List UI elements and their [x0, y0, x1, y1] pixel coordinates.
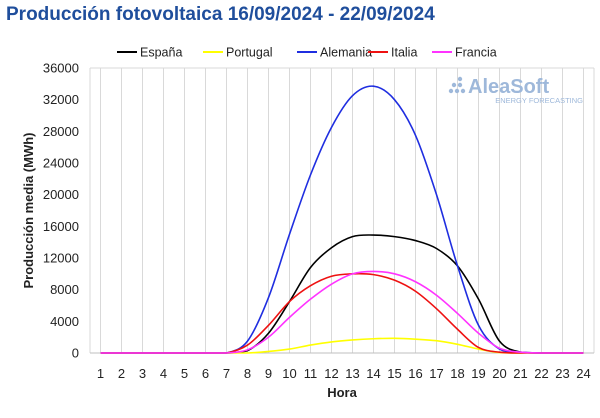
watermark-brand: AleaSoft: [468, 76, 549, 98]
x-tick-label: 21: [513, 366, 527, 381]
y-tick-label: 36000: [43, 61, 79, 76]
y-tick-label: 16000: [43, 219, 79, 234]
gridlines: [89, 67, 595, 353]
x-tick-label: 2: [118, 366, 125, 381]
x-tick-label: 18: [450, 366, 464, 381]
aleasoft-logo-icon: [448, 76, 466, 94]
x-tick-label: 1: [97, 366, 104, 381]
legend: España Portugal Alemania Italia Francia: [117, 46, 497, 60]
x-tick-label: 23: [555, 366, 569, 381]
x-tick-label: 15: [387, 366, 401, 381]
y-axis-title: Producción media (MWh): [21, 133, 36, 289]
x-tick-label: 9: [265, 366, 272, 381]
x-tick-label: 13: [345, 366, 359, 381]
x-tick-label: 19: [471, 366, 485, 381]
x-tick-label: 7: [223, 366, 230, 381]
aleasoft-watermark: AleaSoft ENERGY FORECASTING: [448, 76, 583, 105]
legend-label-alemania: Alemania: [320, 46, 372, 60]
series-lines: [100, 85, 584, 354]
x-tick-label: 16: [408, 366, 422, 381]
x-tick-label: 17: [429, 366, 443, 381]
x-tick-label: 3: [139, 366, 146, 381]
y-tick-label: 24000: [43, 156, 79, 171]
x-tick-label: 22: [534, 366, 548, 381]
y-tick-label: 8000: [50, 282, 79, 297]
x-tick-label: 24: [576, 366, 590, 381]
chart-title: Producción fotovoltaica 16/09/2024 - 22/…: [6, 4, 435, 25]
x-tick-label: 11: [304, 366, 318, 381]
legend-label-espana: España: [140, 46, 182, 60]
x-tick-label: 6: [202, 366, 209, 381]
x-tick-label: 14: [366, 366, 380, 381]
y-tick-label: 20000: [43, 187, 79, 202]
series-line-espana: [100, 234, 584, 354]
x-tick-label: 12: [324, 366, 338, 381]
y-tick-label: 32000: [43, 92, 79, 107]
y-tick-label: 0: [72, 346, 79, 361]
x-tick-label: 10: [282, 366, 296, 381]
y-tick-label: 4000: [50, 314, 79, 329]
x-tick-label: 4: [160, 366, 167, 381]
y-tick-label: 28000: [43, 124, 79, 139]
x-tick-label: 20: [492, 366, 506, 381]
legend-label-italia: Italia: [391, 46, 417, 60]
watermark-tagline: ENERGY FORECASTING: [495, 96, 583, 105]
series-line-francia: [100, 270, 584, 354]
legend-label-francia: Francia: [455, 46, 497, 60]
x-tick-label: 5: [181, 366, 188, 381]
x-axis-title: Hora: [327, 385, 357, 400]
y-tick-label: 12000: [43, 251, 79, 266]
series-line-alemania: [100, 85, 584, 354]
legend-label-portugal: Portugal: [226, 46, 273, 60]
x-tick-label: 8: [244, 366, 251, 381]
